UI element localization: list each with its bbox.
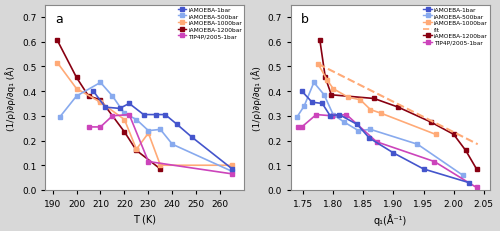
Y-axis label: (1/ρ)∂ρ/∂q₁ (Å): (1/ρ)∂ρ/∂q₁ (Å): [251, 66, 262, 130]
Legend: iAMOEBA-1bar, iAMOEBA-500bar, iAMOEBA-1000bar, fit, iAMOEBA-1200bar, TIP4P/2005-: iAMOEBA-1bar, iAMOEBA-500bar, iAMOEBA-10…: [422, 7, 488, 46]
Text: a: a: [56, 13, 63, 26]
Legend: iAMOEBA-1bar, iAMOEBA-500bar, iAMOEBA-1000bar, iAMOEBA-1200bar, TIP4P/2005-1bar: iAMOEBA-1bar, iAMOEBA-500bar, iAMOEBA-10…: [177, 7, 242, 40]
X-axis label: q₁(Å⁻¹): q₁(Å⁻¹): [374, 214, 407, 225]
Y-axis label: (1/ρ)∂ρ/∂q₁ (Å): (1/ρ)∂ρ/∂q₁ (Å): [6, 66, 16, 130]
X-axis label: T (K): T (K): [134, 214, 156, 224]
Text: b: b: [301, 13, 309, 26]
